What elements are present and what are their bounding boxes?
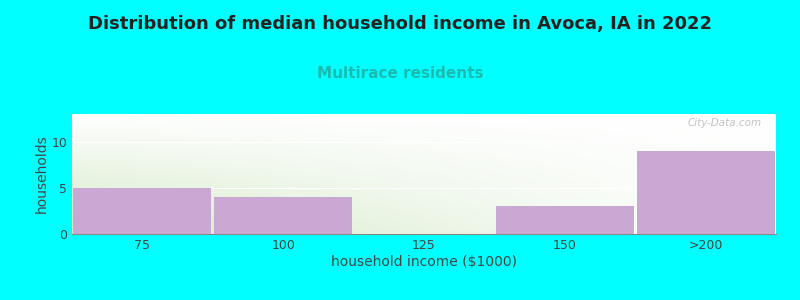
Bar	[214, 197, 352, 234]
Bar	[74, 188, 211, 234]
Y-axis label: households: households	[34, 135, 49, 213]
Bar	[637, 151, 774, 234]
Bar	[496, 206, 634, 234]
Text: City-Data.com: City-Data.com	[688, 118, 762, 128]
X-axis label: household income ($1000): household income ($1000)	[331, 255, 517, 268]
Text: Multirace residents: Multirace residents	[317, 66, 483, 81]
Text: Distribution of median household income in Avoca, IA in 2022: Distribution of median household income …	[88, 15, 712, 33]
